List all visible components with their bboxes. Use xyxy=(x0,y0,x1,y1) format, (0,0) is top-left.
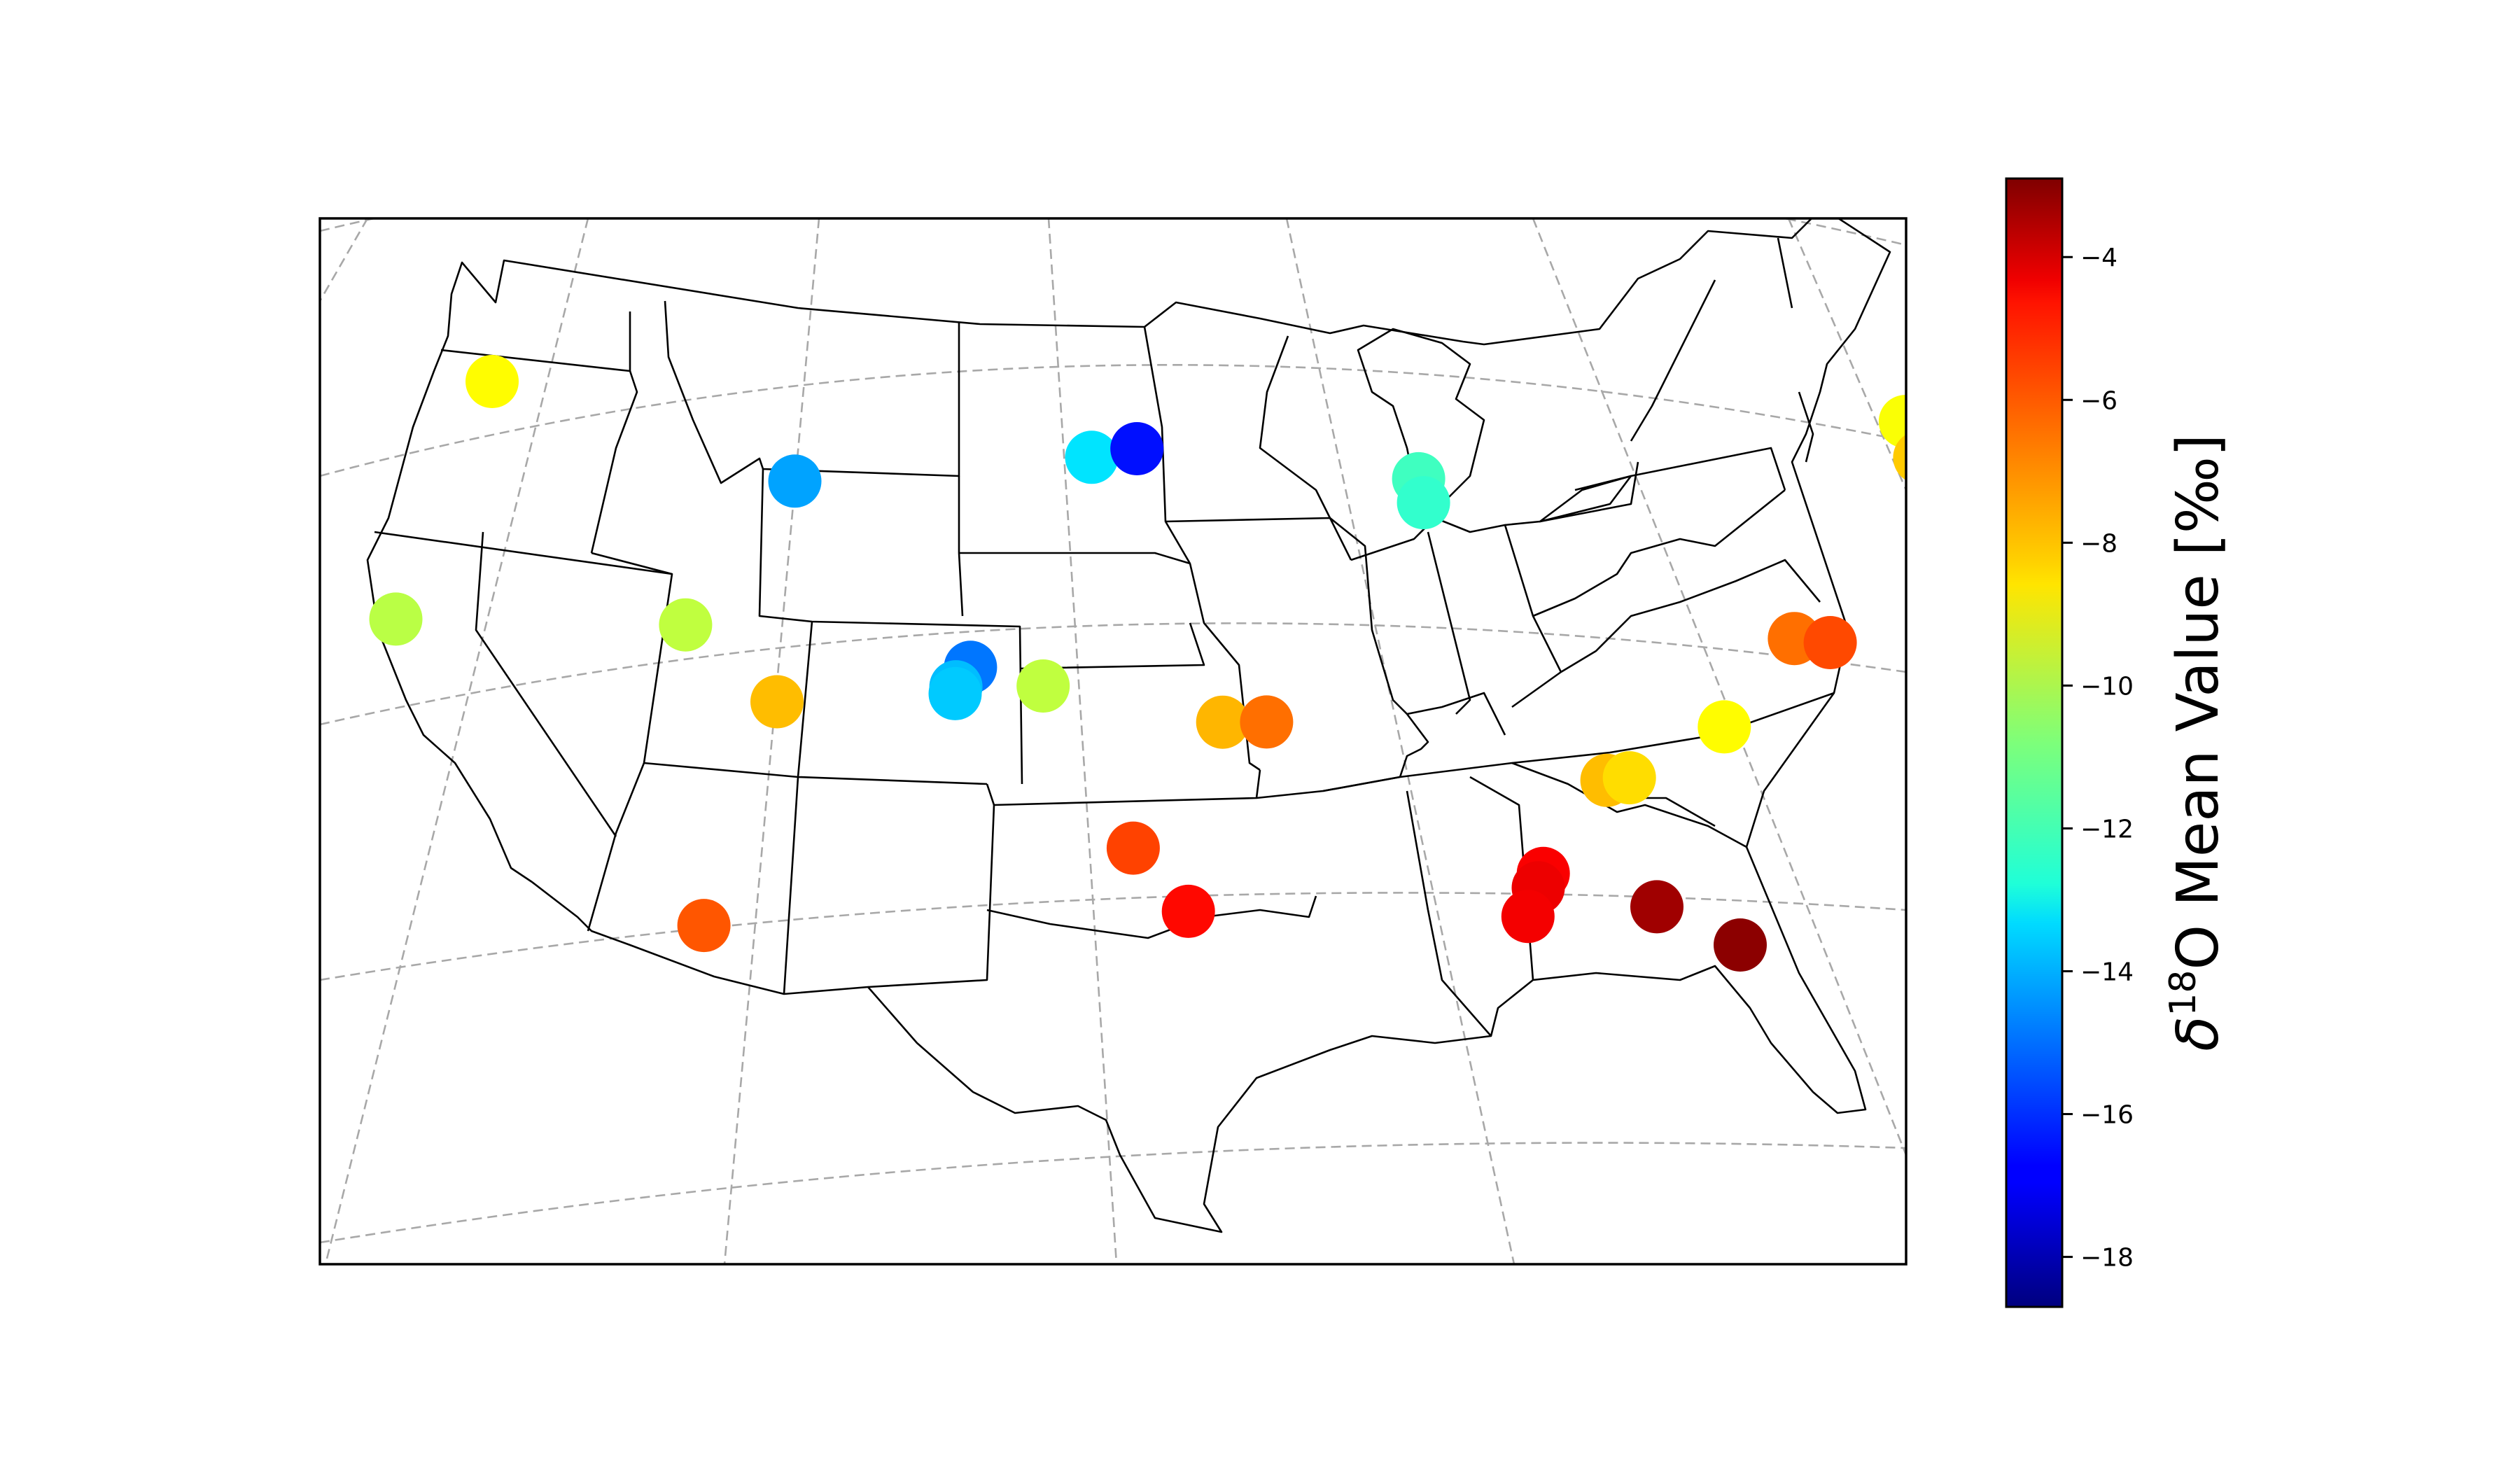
station-marker xyxy=(659,598,713,652)
lake-michigan xyxy=(1357,328,1485,505)
station-marker xyxy=(1110,422,1164,475)
colorbar-tick-label: −18 xyxy=(2080,1244,2134,1273)
graticule-meridian xyxy=(1047,218,1118,1264)
station-marker xyxy=(1698,700,1751,754)
colorbar-label-main: O Mean Value [‰] xyxy=(2165,434,2232,969)
colorbar-label: δ18O Mean Value [‰] xyxy=(2162,434,2232,1051)
graticule xyxy=(320,218,1906,1264)
state-border xyxy=(1350,517,1562,708)
station-marker xyxy=(1630,880,1684,934)
colorbar-tick-label: −10 xyxy=(2080,672,2134,701)
station-marker xyxy=(1016,659,1070,713)
us-outline xyxy=(366,218,1891,1233)
state-border xyxy=(1560,559,1821,673)
state-border xyxy=(959,552,1191,565)
colorbar-tick-label: −6 xyxy=(2080,386,2118,415)
graticule-meridian xyxy=(1285,218,1516,1264)
graticule-parallel xyxy=(320,364,1906,477)
colorbar-tick-label: −14 xyxy=(2080,958,2134,986)
graticule-meridian xyxy=(1787,218,1906,491)
state-border xyxy=(1777,237,1793,309)
graticule-parallel xyxy=(320,892,1906,981)
station-marker xyxy=(928,666,982,720)
graticule-meridian xyxy=(320,218,369,302)
colorbar-tick-label: −8 xyxy=(2080,529,2118,558)
state-border xyxy=(475,531,617,837)
graticule-meridian xyxy=(723,218,820,1264)
state-border xyxy=(664,300,764,484)
station-marker xyxy=(768,454,822,508)
station-markers xyxy=(369,355,1906,972)
colorbar-label-delta: δ xyxy=(2165,1016,2232,1051)
state-border xyxy=(1427,531,1471,715)
colorbar-tick-label: −12 xyxy=(2080,815,2134,844)
graticule-parallel xyxy=(320,622,1906,726)
graticule-meridian xyxy=(324,218,589,1264)
station-marker xyxy=(677,899,731,953)
station-marker xyxy=(1501,890,1555,944)
state-border xyxy=(1630,279,1716,442)
station-marker xyxy=(1240,695,1294,749)
colorbar: −4 −6 −8 −10 −12 −14 −16 −18 δ18O Mean Value [‰… xyxy=(2005,177,2232,1308)
state-border xyxy=(590,370,638,554)
station-marker xyxy=(465,355,519,408)
state-border xyxy=(1574,447,1786,491)
station-marker xyxy=(1893,434,1906,481)
state-border xyxy=(1329,517,1408,715)
station-marker xyxy=(1161,884,1215,938)
station-marker xyxy=(369,592,423,646)
station-marker xyxy=(1803,616,1857,669)
state-border xyxy=(1259,335,1331,519)
lake-erie xyxy=(1539,475,1632,523)
state-border xyxy=(1406,790,1492,1037)
colorbar-ticks: −4 −6 −8 −10 −12 −14 −16 −18 xyxy=(2062,244,2134,1273)
state-border xyxy=(1511,762,1747,848)
station-marker xyxy=(1396,476,1450,530)
station-marker xyxy=(1196,695,1250,749)
map-background xyxy=(320,218,1906,1264)
state-border xyxy=(783,621,813,995)
map-panel xyxy=(320,218,1906,1264)
colorbar-tick-label: −16 xyxy=(2080,1101,2134,1130)
station-marker xyxy=(1878,395,1906,449)
graticule-meridian xyxy=(1532,218,1906,1156)
state-border xyxy=(1532,489,1786,617)
state-border xyxy=(867,804,995,988)
state-border xyxy=(986,769,1261,806)
state-border xyxy=(1798,391,1814,463)
station-marker xyxy=(1602,751,1656,805)
colorbar-gradient xyxy=(2005,177,2064,1308)
station-marker xyxy=(750,675,804,729)
state-border xyxy=(587,573,673,932)
station-marker xyxy=(1714,918,1767,972)
state-border xyxy=(1019,622,1205,670)
station-marker xyxy=(1065,430,1119,484)
state-border xyxy=(1504,461,1639,526)
station-marker xyxy=(1106,821,1160,875)
map-frame xyxy=(318,217,1907,1266)
colorbar-tick-label: −4 xyxy=(2080,244,2118,272)
colorbar-label-superscript: 18 xyxy=(2162,970,2204,1016)
graticule-parallel xyxy=(320,1142,1906,1244)
